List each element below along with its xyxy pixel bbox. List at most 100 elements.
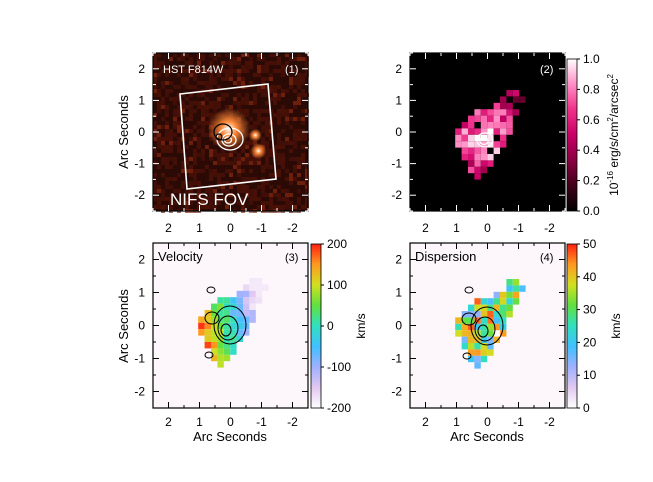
noise-pixel <box>169 141 173 145</box>
noise-pixel <box>209 189 213 193</box>
noise-pixel <box>277 109 281 113</box>
panel-3-ticks <box>152 242 309 409</box>
map-pixel <box>468 134 475 142</box>
map-pixel <box>236 329 243 336</box>
noise-pixel <box>301 77 305 81</box>
noise-pixel <box>205 85 209 89</box>
noise-pixel <box>185 61 189 65</box>
y-tick-label: 1 <box>138 93 145 107</box>
noise-pixel <box>165 109 169 113</box>
noise-pixel <box>153 133 157 137</box>
noise-pixel <box>165 137 169 141</box>
noise-pixel <box>225 193 229 197</box>
noise-pixel <box>289 81 293 85</box>
noise-pixel <box>265 141 269 145</box>
noise-pixel <box>157 53 161 57</box>
noise-pixel <box>157 145 161 149</box>
noise-pixel <box>153 57 157 61</box>
noise-pixel <box>193 109 197 113</box>
noise-pixel <box>165 125 169 129</box>
map-pixel <box>506 304 513 311</box>
noise-pixel <box>197 105 201 109</box>
noise-pixel <box>193 85 197 89</box>
noise-pixel <box>241 189 245 193</box>
noise-pixel <box>197 129 201 133</box>
map-pixel <box>506 115 513 122</box>
noise-pixel <box>293 89 297 93</box>
noise-pixel <box>153 93 157 97</box>
noise-pixel <box>165 69 169 73</box>
noise-pixel <box>225 161 229 165</box>
noise-pixel <box>201 205 205 209</box>
map-pixel <box>249 278 256 285</box>
map-pixel <box>461 317 468 324</box>
noise-pixel <box>193 137 197 141</box>
noise-pixel <box>293 205 297 209</box>
noise-pixel <box>213 105 217 109</box>
map-pixel <box>230 322 237 330</box>
noise-pixel <box>269 53 273 57</box>
noise-pixel <box>273 145 277 149</box>
noise-pixel <box>217 157 221 161</box>
y-tick-label: -2 <box>134 188 145 202</box>
x-tick-label: -2 <box>287 415 298 429</box>
noise-pixel <box>261 125 265 129</box>
noise-pixel <box>217 97 221 101</box>
map-pixel <box>243 310 250 317</box>
noise-pixel <box>285 205 289 209</box>
noise-pixel <box>157 141 161 145</box>
noise-pixel <box>269 153 273 157</box>
noise-pixel <box>189 193 193 197</box>
noise-pixel <box>221 197 225 201</box>
noise-pixel <box>257 113 261 117</box>
x-tick-label: 1 <box>453 221 460 235</box>
x-tick-label: 0 <box>227 221 234 235</box>
noise-pixel <box>297 73 301 77</box>
noise-pixel <box>217 181 221 185</box>
noise-pixel <box>157 197 161 201</box>
noise-pixel <box>241 145 245 149</box>
panel-2-number: (2) <box>540 64 553 76</box>
noise-pixel <box>277 153 281 157</box>
map-pixel <box>474 141 481 148</box>
noise-pixel <box>165 197 169 201</box>
map-pixel <box>480 298 488 305</box>
noise-pixel <box>273 93 277 97</box>
colorbar-tick-label: 0.8 <box>583 82 600 96</box>
noise-pixel <box>185 77 189 81</box>
noise-pixel <box>161 81 165 85</box>
noise-pixel <box>233 165 237 169</box>
noise-pixel <box>189 129 193 133</box>
noise-pixel <box>209 77 213 81</box>
noise-pixel <box>297 97 301 101</box>
panel-1-contours-dark <box>213 123 233 141</box>
panel-2-ticks <box>409 52 566 212</box>
noise-pixel <box>157 61 161 65</box>
y-tick-label: -1 <box>391 157 402 171</box>
noise-pixel <box>245 53 249 57</box>
noise-pixel <box>301 109 305 113</box>
noise-pixel <box>161 61 165 65</box>
noise-pixel <box>253 73 257 77</box>
noise-pixel <box>261 181 265 185</box>
noise-pixel <box>201 109 205 113</box>
map-pixel <box>468 349 475 356</box>
panel-1-y-axis-label: Arc Seconds <box>116 95 131 169</box>
noise-pixel <box>305 173 309 177</box>
noise-pixel <box>217 185 221 189</box>
map-pixel <box>223 297 231 304</box>
map-pixel <box>493 336 500 343</box>
noise-pixel <box>281 89 285 93</box>
noise-pixel <box>165 121 169 125</box>
noise-pixel <box>245 157 249 161</box>
map-pixel <box>493 122 500 129</box>
noise-pixel <box>281 109 285 113</box>
noise-pixel <box>253 177 257 181</box>
noise-pixel <box>261 129 265 133</box>
noise-pixel <box>193 133 197 137</box>
map-pixel <box>461 336 468 343</box>
map-pixel <box>468 304 475 311</box>
noise-pixel <box>285 89 289 93</box>
noise-pixel <box>297 161 301 165</box>
noise-pixel <box>265 129 269 133</box>
